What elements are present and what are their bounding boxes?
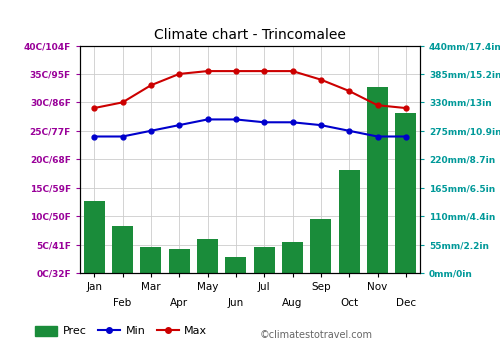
Text: ©climatestotravel.com: ©climatestotravel.com — [260, 329, 373, 340]
Bar — [254, 247, 275, 273]
Bar — [310, 219, 332, 273]
Bar — [168, 249, 190, 273]
Bar — [395, 113, 416, 273]
Bar — [197, 239, 218, 273]
Text: Dec: Dec — [396, 298, 416, 308]
Legend: Prec, Min, Max: Prec, Min, Max — [30, 321, 212, 341]
Bar — [112, 226, 133, 273]
Bar — [367, 87, 388, 273]
Text: Apr: Apr — [170, 298, 188, 308]
Bar — [338, 170, 360, 273]
Title: Climate chart - Trincomalee: Climate chart - Trincomalee — [154, 28, 346, 42]
Text: Oct: Oct — [340, 298, 358, 308]
Bar — [282, 242, 303, 273]
Text: Feb: Feb — [114, 298, 132, 308]
Bar — [225, 258, 246, 273]
Bar — [140, 247, 162, 273]
Bar — [84, 201, 105, 273]
Text: Jun: Jun — [228, 298, 244, 308]
Text: Aug: Aug — [282, 298, 302, 308]
